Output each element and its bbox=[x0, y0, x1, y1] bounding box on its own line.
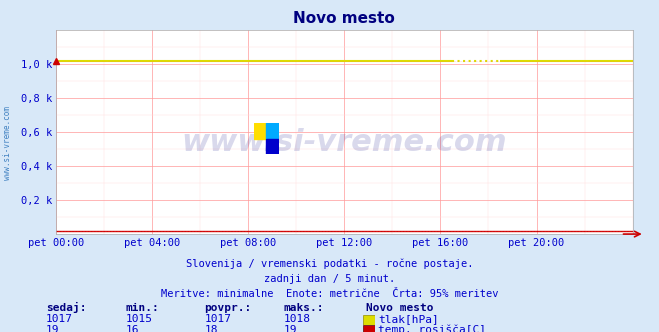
Text: 19: 19 bbox=[283, 325, 297, 332]
Text: www.si-vreme.com: www.si-vreme.com bbox=[3, 106, 13, 180]
Bar bbox=[266, 123, 279, 139]
Text: maks.:: maks.: bbox=[283, 303, 324, 313]
Text: Novo mesto: Novo mesto bbox=[366, 303, 433, 313]
Bar bbox=[266, 139, 279, 154]
Text: 1017: 1017 bbox=[46, 314, 73, 324]
Text: temp. rosišča[C]: temp. rosišča[C] bbox=[378, 324, 486, 332]
Text: tlak[hPa]: tlak[hPa] bbox=[378, 314, 439, 324]
Text: 1018: 1018 bbox=[283, 314, 310, 324]
Text: povpr.:: povpr.: bbox=[204, 303, 252, 313]
Text: 19: 19 bbox=[46, 325, 59, 332]
Text: 16: 16 bbox=[125, 325, 138, 332]
Text: 1015: 1015 bbox=[125, 314, 152, 324]
Text: 1017: 1017 bbox=[204, 314, 231, 324]
Text: zadnji dan / 5 minut.: zadnji dan / 5 minut. bbox=[264, 274, 395, 284]
Text: min.:: min.: bbox=[125, 303, 159, 313]
Text: 18: 18 bbox=[204, 325, 217, 332]
Text: www.si-vreme.com: www.si-vreme.com bbox=[181, 128, 507, 157]
Title: Novo mesto: Novo mesto bbox=[293, 11, 395, 26]
Text: Slovenija / vremenski podatki - ročne postaje.: Slovenija / vremenski podatki - ročne po… bbox=[186, 259, 473, 269]
Text: sedaj:: sedaj: bbox=[46, 302, 86, 313]
Text: Meritve: minimalne  Enote: metrične  Črta: 95% meritev: Meritve: minimalne Enote: metrične Črta:… bbox=[161, 289, 498, 299]
Bar bbox=[254, 123, 266, 139]
